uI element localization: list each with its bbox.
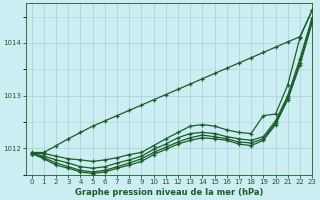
X-axis label: Graphe pression niveau de la mer (hPa): Graphe pression niveau de la mer (hPa) [75, 188, 263, 197]
